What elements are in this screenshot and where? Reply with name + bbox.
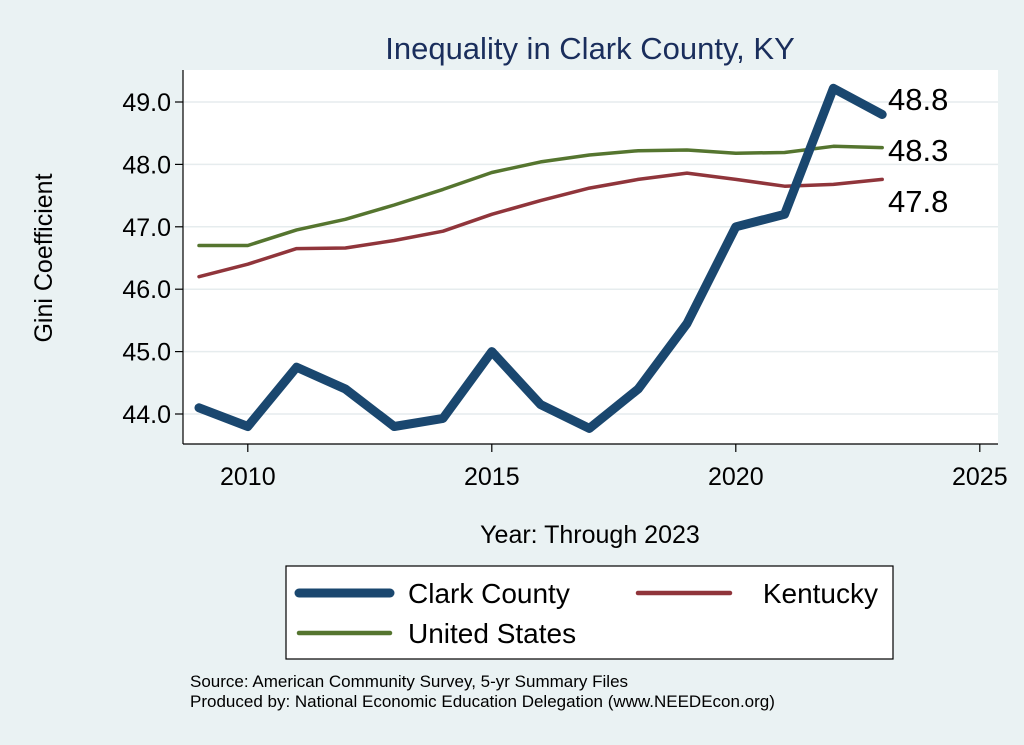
x-tick-label: 2010: [220, 463, 276, 491]
x-tick-label: 2015: [464, 463, 520, 491]
end-label-clark-county: 48.8: [888, 82, 948, 117]
plot-area: [183, 70, 998, 444]
y-tick-label: 46.0: [122, 276, 171, 304]
series-lines: [194, 83, 887, 433]
legend: Clark County Kentucky United States: [285, 565, 894, 660]
y-tick-label: 48.0: [122, 151, 171, 179]
end-label-kentucky: 47.8: [888, 184, 948, 219]
legend-box: [285, 565, 894, 660]
y-tick-label: 45.0: [122, 339, 171, 367]
legend-label-clark-county: Clark County: [408, 578, 570, 609]
series-line-clark-county: [194, 83, 887, 433]
end-label-united-states: 48.3: [888, 133, 948, 168]
series-line-kentucky: [197, 171, 884, 279]
y-tick-label: 44.0: [122, 401, 171, 429]
x-tick-label: 2025: [952, 463, 1008, 491]
y-tick-label: 47.0: [122, 214, 171, 242]
chart-title: Inequality in Clark County, KY: [385, 31, 795, 66]
producer-note: Produced by: National Economic Education…: [190, 692, 775, 711]
source-note: Source: American Community Survey, 5-yr …: [190, 672, 628, 691]
x-axis-label: Year: Through 2023: [480, 521, 700, 549]
y-axis-label: Gini Coefficient: [30, 173, 58, 342]
legend-label-kentucky: Kentucky: [763, 578, 878, 609]
x-tick-label: 2020: [708, 463, 764, 491]
series-line-united-states: [197, 144, 884, 248]
end-labels: 48.8 47.8 48.3: [888, 82, 948, 219]
legend-label-united-states: United States: [408, 618, 576, 649]
axes: 44.0 45.0 46.0 47.0 48.0 49.0 2010 2015 2020 2025: [122, 70, 1008, 491]
y-tick-label: 49.0: [122, 89, 171, 117]
